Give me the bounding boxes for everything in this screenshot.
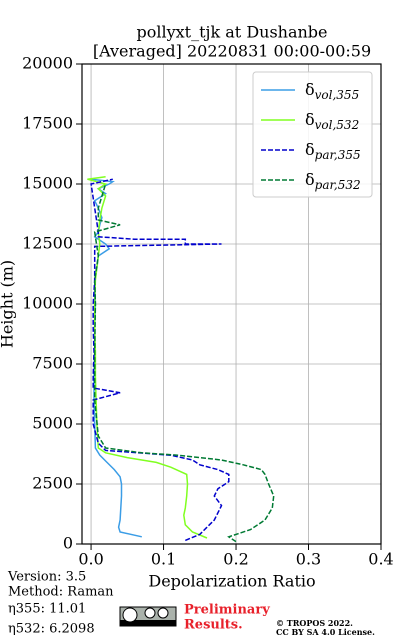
y-tick-label: 2500 — [32, 474, 73, 493]
chart-title: pollyxt_tjk at Dushanbe — [136, 23, 327, 42]
y-tick-label: 5000 — [32, 414, 73, 433]
copyright: © TROPOS 2022. — [276, 618, 353, 628]
legend-symbol: δ — [305, 110, 315, 129]
x-axis-label: Depolarization Ratio — [148, 572, 315, 591]
x-tick-label: 0.3 — [296, 550, 321, 569]
y-tick-label: 0 — [63, 534, 73, 553]
legend-box — [252, 71, 373, 198]
legend-symbol: δ — [305, 170, 315, 189]
preliminary: Preliminary — [184, 603, 270, 618]
y-tick-label: 20000 — [22, 54, 73, 73]
y-tick-label: 12500 — [22, 234, 73, 253]
y-tick-label: 10000 — [22, 294, 73, 313]
cc-logo — [119, 606, 177, 627]
y-tick-label: 7500 — [32, 354, 73, 373]
plot-frame — [81, 63, 382, 545]
legend-label: δpar,355 — [305, 140, 361, 162]
eta532: η532: 6.2098 — [8, 622, 95, 637]
eta355: η355: 11.01 — [8, 602, 86, 617]
profile-line — [90, 178, 230, 542]
legend-label: δvol,355 — [305, 80, 359, 102]
copyright: CC BY SA 4.0 License. — [276, 627, 375, 637]
x-tick-label: 0.4 — [368, 550, 393, 569]
profile-line — [93, 183, 275, 543]
y-tick-label: 15000 — [22, 174, 73, 193]
legend-subscript: vol,355 — [315, 88, 360, 102]
version: Version: 3.5 — [7, 570, 86, 585]
footer: Version: 3.5 Method: Raman η355: 11.01 η… — [7, 570, 114, 637]
legend-label: δpar,532 — [305, 170, 361, 192]
x-tick-label: 0.2 — [223, 550, 248, 569]
y-tick-label: 17500 — [22, 114, 73, 133]
x-tick-label: 0.0 — [78, 550, 103, 569]
legend-symbol: δ — [305, 140, 315, 159]
legend-label: δvol,532 — [305, 110, 359, 132]
legend-subscript: par,532 — [315, 178, 361, 192]
legend-symbol: δ — [305, 80, 315, 99]
legend-subscript: par,355 — [315, 148, 361, 162]
x-tick-label: 0.1 — [151, 550, 176, 569]
y-axis-label: Height (m) — [0, 260, 17, 348]
legend-subscript: vol,532 — [315, 118, 360, 132]
method: Method: Raman — [8, 585, 114, 600]
preliminary: Results. — [184, 618, 243, 633]
chart-subtitle: [Averaged] 20220831 00:00-00:59 — [93, 42, 371, 61]
